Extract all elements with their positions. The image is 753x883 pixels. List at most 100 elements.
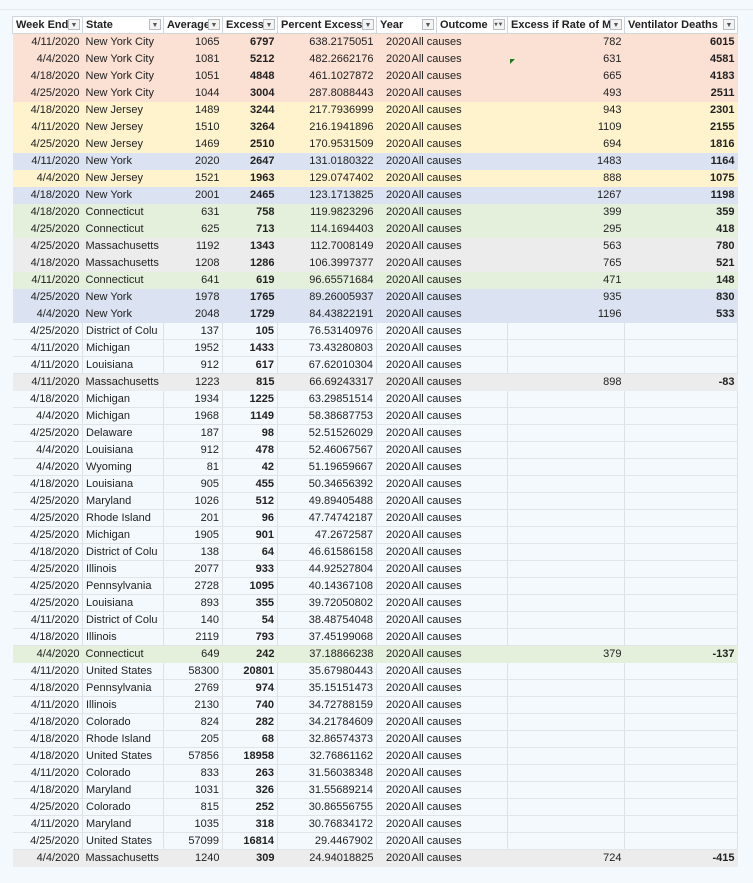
cell-state[interactable]: Connecticut <box>85 274 144 286</box>
cell-excess-if-rate[interactable] <box>507 441 625 459</box>
cell-week-end[interactable]: 4/11/2020 <box>12 662 83 680</box>
cell-outcome[interactable]: All causes <box>412 611 508 629</box>
cell-percent-excess[interactable]: 30.76834172 <box>277 815 377 833</box>
cell-average[interactable]: 205 <box>163 730 223 748</box>
cell-ventilator-deaths[interactable]: 148 <box>716 274 735 286</box>
filter-dropdown-icon[interactable]: ▼ <box>68 19 80 30</box>
cell-ventilator-deaths[interactable] <box>624 594 738 612</box>
cell-outcome[interactable]: All causes <box>412 187 508 204</box>
cell-excess-if-rate[interactable]: 471 <box>603 274 622 286</box>
cell-ventilator-deaths[interactable]: 418 <box>716 223 735 235</box>
cell-percent-excess[interactable]: 32.76861162 <box>277 747 377 765</box>
cell-year[interactable]: 2020 <box>386 189 411 201</box>
cell-excess[interactable]: 933 <box>222 560 278 578</box>
cell-year[interactable]: 2020 <box>376 339 437 357</box>
cell-state[interactable]: District of Colu <box>82 611 164 629</box>
cell-year[interactable]: 2020 <box>376 628 437 646</box>
cell-state[interactable]: Louisiana <box>82 475 164 493</box>
cell-excess[interactable]: 1729 <box>250 308 275 320</box>
cell-year[interactable]: 2020 <box>376 798 437 816</box>
cell-state[interactable]: District of Colu <box>82 543 164 561</box>
cell-year[interactable]: 2020 <box>386 257 411 269</box>
cell-ventilator-deaths[interactable] <box>624 781 738 799</box>
cell-excess-if-rate[interactable] <box>507 356 625 374</box>
cell-state[interactable]: Massachusetts <box>85 257 159 269</box>
cell-percent-excess[interactable]: 66.69243317 <box>309 376 374 389</box>
cell-week-end[interactable]: 4/18/2020 <box>30 104 80 116</box>
cell-excess[interactable]: 1765 <box>250 291 275 303</box>
cell-week-end[interactable]: 4/18/2020 <box>12 713 83 731</box>
cell-excess-if-rate[interactable] <box>507 628 625 646</box>
cell-year[interactable]: 2020 <box>376 543 437 561</box>
cell-year[interactable]: 2020 <box>376 577 437 595</box>
cell-excess-if-rate[interactable] <box>507 764 625 782</box>
cell-excess[interactable]: 3244 <box>250 104 275 116</box>
cell-excess-if-rate[interactable]: 765 <box>603 257 622 269</box>
cell-ventilator-deaths[interactable] <box>624 798 738 816</box>
cell-state[interactable]: New York <box>85 291 132 303</box>
cell-state[interactable]: New Jersey <box>85 172 143 184</box>
cell-year[interactable]: 2020 <box>376 424 437 442</box>
cell-ventilator-deaths[interactable]: 1198 <box>710 189 735 201</box>
cell-excess[interactable]: 3264 <box>250 121 275 133</box>
cell-average[interactable]: 2130 <box>163 696 223 714</box>
cell-state[interactable]: Illinois <box>82 696 164 714</box>
cell-state[interactable]: Rhode Island <box>82 730 164 748</box>
cell-week-end[interactable]: 4/11/2020 <box>31 36 80 49</box>
cell-year[interactable]: 2020 <box>376 322 437 340</box>
cell-week-end[interactable]: 4/18/2020 <box>12 390 83 408</box>
cell-outcome[interactable]: All causes <box>412 679 508 697</box>
cell-year[interactable]: 2020 <box>376 441 437 459</box>
cell-state[interactable]: Pennsylvania <box>82 577 164 595</box>
cell-percent-excess[interactable]: 37.45199068 <box>277 628 377 646</box>
cell-average[interactable]: 833 <box>163 764 223 782</box>
cell-week-end[interactable]: 4/4/2020 <box>12 458 83 476</box>
cell-excess-if-rate[interactable] <box>507 594 625 612</box>
cell-year[interactable]: 2020 <box>376 526 437 544</box>
cell-excess-if-rate[interactable]: 1109 <box>597 121 622 133</box>
cell-outcome[interactable]: All causes <box>412 390 508 408</box>
cell-outcome[interactable]: All causes <box>412 832 508 850</box>
cell-excess[interactable]: 740 <box>222 696 278 714</box>
cell-ventilator-deaths[interactable]: 1075 <box>710 172 735 184</box>
cell-excess[interactable]: 54 <box>222 611 278 629</box>
cell-state[interactable]: Massachusetts <box>85 376 159 389</box>
cell-excess-if-rate[interactable] <box>507 492 625 510</box>
cell-state[interactable]: United States <box>82 832 164 850</box>
cell-state[interactable]: New York City <box>85 87 154 99</box>
cell-state[interactable]: Illinois <box>82 628 164 646</box>
cell-ventilator-deaths[interactable] <box>624 475 738 493</box>
cell-excess[interactable]: 2647 <box>250 155 275 167</box>
cell-outcome[interactable]: All causes <box>412 781 508 799</box>
cell-outcome[interactable]: All causes <box>412 577 508 595</box>
cell-week-end[interactable]: 4/25/2020 <box>30 87 80 99</box>
cell-percent-excess[interactable]: 32.86574373 <box>277 730 377 748</box>
cell-ventilator-deaths[interactable]: -415 <box>712 852 735 865</box>
cell-outcome[interactable]: All causes <box>412 543 508 561</box>
cell-year[interactable]: 2020 <box>376 407 437 425</box>
cell-year[interactable]: 2020 <box>386 53 411 65</box>
cell-year[interactable]: 2020 <box>376 832 437 850</box>
cell-excess[interactable]: 478 <box>222 441 278 459</box>
cell-percent-excess[interactable]: 114.1694403 <box>310 223 374 235</box>
cell-average[interactable]: 1934 <box>163 390 223 408</box>
cell-average[interactable]: 81 <box>163 458 223 476</box>
cell-excess[interactable]: 1343 <box>250 240 275 252</box>
cell-outcome[interactable]: All causes <box>412 492 508 510</box>
cell-excess[interactable]: 5212 <box>250 53 275 65</box>
cell-state[interactable]: New York City <box>85 53 154 65</box>
cell-excess[interactable]: 2510 <box>250 138 275 150</box>
cell-excess-if-rate[interactable]: 1483 <box>597 155 622 167</box>
cell-ventilator-deaths[interactable]: 780 <box>716 240 735 252</box>
cell-excess-if-rate[interactable]: 379 <box>603 648 622 661</box>
cell-average[interactable]: 1952 <box>163 339 223 357</box>
cell-year[interactable]: 2020 <box>376 509 437 527</box>
cell-excess-if-rate[interactable] <box>507 832 625 850</box>
cell-excess-if-rate[interactable] <box>507 560 625 578</box>
cell-average[interactable]: 1026 <box>163 492 223 510</box>
cell-week-end[interactable]: 4/25/2020 <box>12 322 83 340</box>
cell-average[interactable]: 2048 <box>195 308 220 320</box>
cell-ventilator-deaths[interactable] <box>624 577 738 595</box>
cell-average[interactable]: 2769 <box>163 679 223 697</box>
cell-ventilator-deaths[interactable] <box>624 747 738 765</box>
